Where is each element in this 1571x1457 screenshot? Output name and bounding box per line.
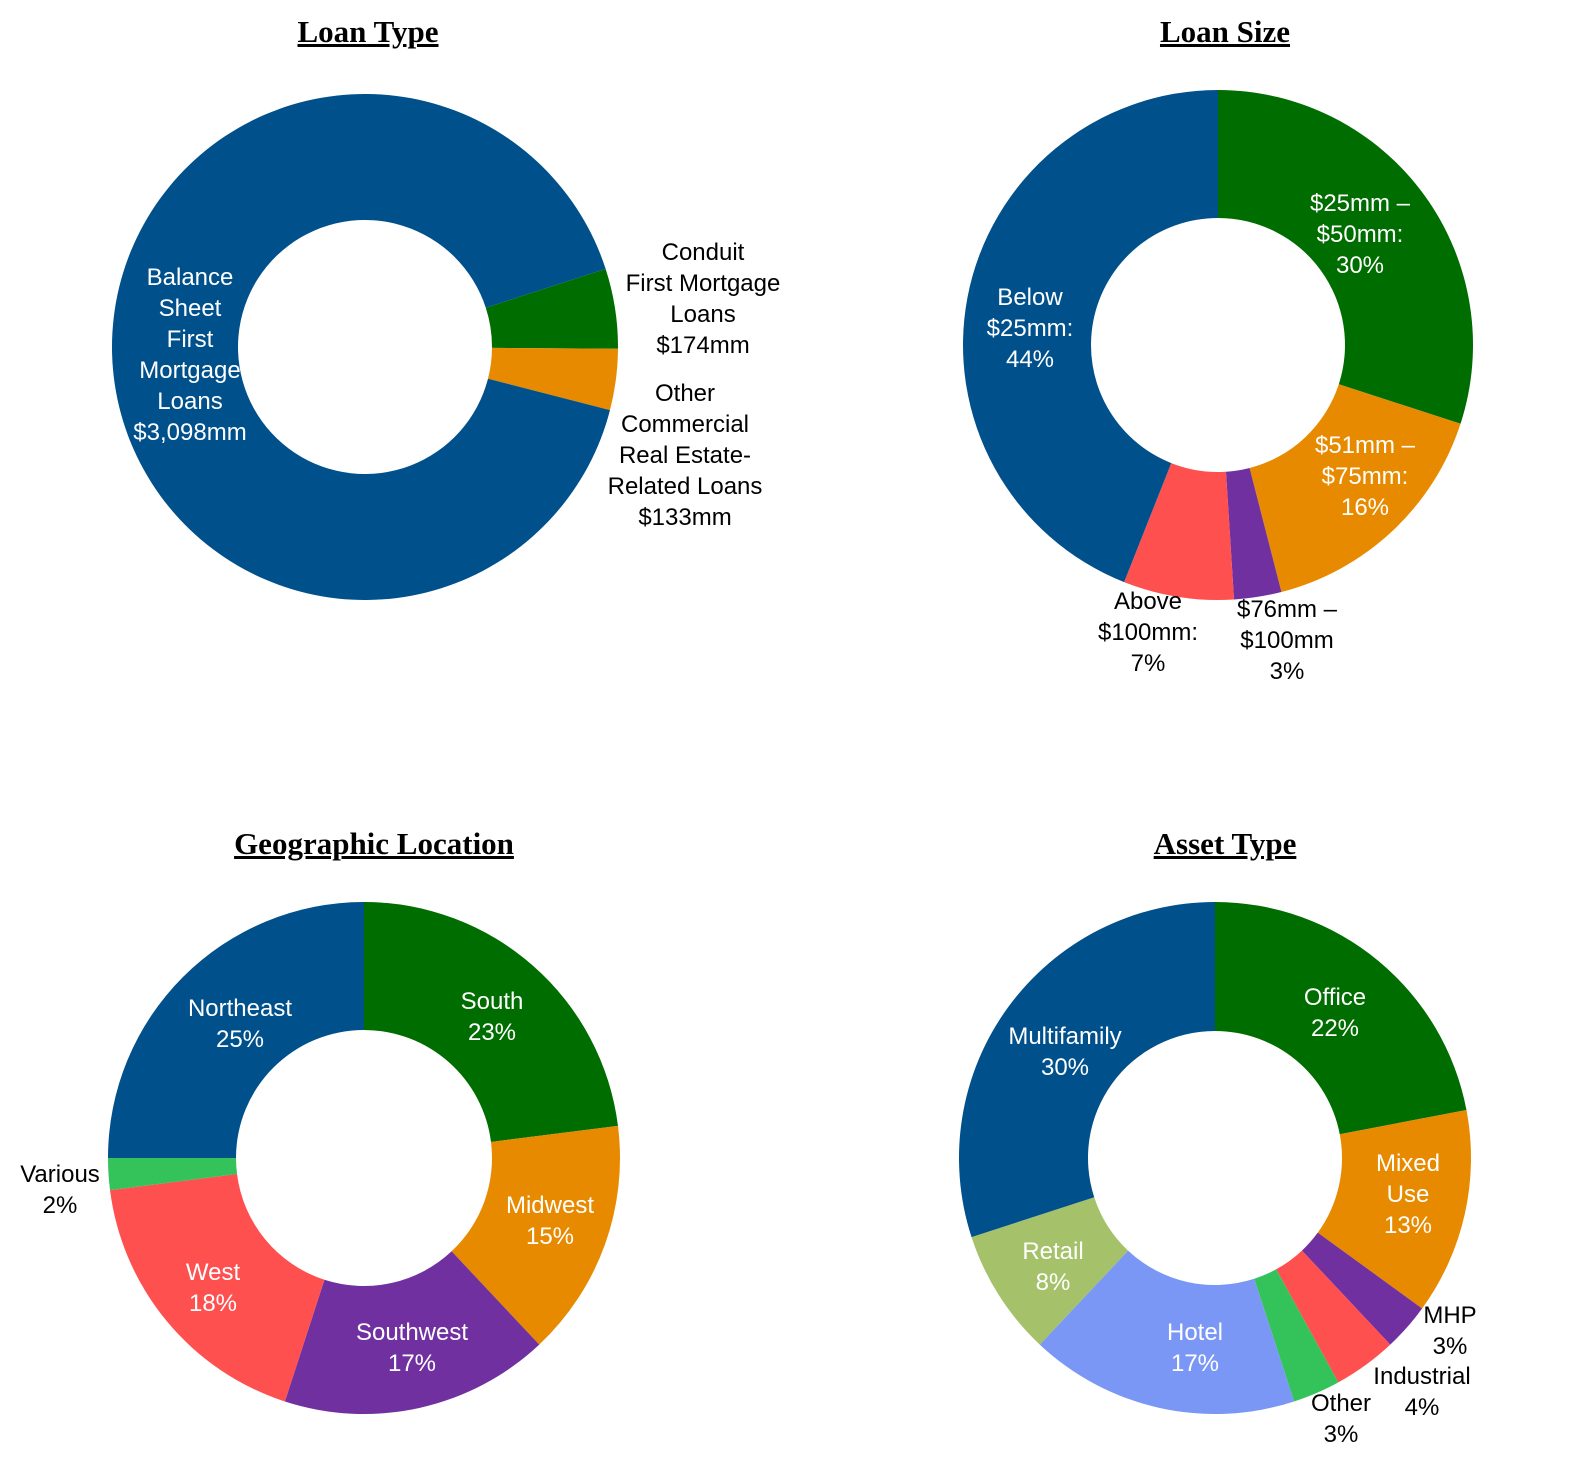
category-label: $51mm – $75mm: bbox=[1314, 432, 1416, 490]
segment-label: West 18% bbox=[186, 1257, 240, 1319]
value-label: 44% bbox=[1005, 346, 1055, 373]
category-label: Other bbox=[1310, 1390, 1372, 1417]
value-label: 4% bbox=[1404, 1394, 1440, 1421]
donut-segment bbox=[451, 1125, 621, 1345]
value-label: 2% bbox=[42, 1192, 78, 1219]
value-label: 7% bbox=[1130, 650, 1166, 677]
segment-label: $76mm – $100mm 3% bbox=[1237, 594, 1337, 687]
category-label: Hotel bbox=[1166, 1319, 1224, 1346]
donut-segment bbox=[1301, 1232, 1423, 1345]
segment-label: South 23% bbox=[461, 986, 524, 1048]
donut-segment bbox=[1254, 1269, 1339, 1402]
category-label: Retail bbox=[1022, 1238, 1084, 1265]
donut-segment bbox=[485, 268, 618, 349]
segment-label: Northeast 25% bbox=[188, 993, 292, 1055]
donut-segment bbox=[108, 1158, 238, 1191]
segment-label: Industrial 4% bbox=[1373, 1361, 1470, 1423]
category-label: Northeast bbox=[187, 995, 293, 1022]
category-label: South bbox=[460, 988, 524, 1015]
segment-label: Other 3% bbox=[1311, 1388, 1371, 1450]
donut-segment bbox=[1124, 463, 1235, 600]
donut-segment bbox=[284, 1251, 540, 1414]
segment-label: Midwest 15% bbox=[506, 1190, 594, 1252]
segment-label: Multifamily 30% bbox=[1008, 1021, 1121, 1083]
donut-segment bbox=[1276, 1250, 1391, 1383]
chart-title: Loan Size bbox=[1159, 14, 1291, 49]
category-label: $76mm – $100mm bbox=[1236, 596, 1338, 654]
donut-segment bbox=[1317, 1110, 1472, 1309]
donut-segment bbox=[1039, 1250, 1295, 1414]
donut-segment bbox=[1225, 468, 1282, 600]
segment-label: Retail 8% bbox=[1022, 1236, 1083, 1298]
donut-segment bbox=[364, 902, 618, 1142]
value-label: 3% bbox=[1323, 1421, 1359, 1448]
value-label: $174mm bbox=[656, 332, 750, 359]
category-label: Below $25mm: bbox=[986, 284, 1074, 342]
category-label: Various bbox=[20, 1161, 100, 1188]
category-label: Mixed Use bbox=[1375, 1150, 1441, 1208]
category-label: Multifamily bbox=[1008, 1023, 1122, 1050]
value-label: 3% bbox=[1269, 658, 1305, 685]
segment-label: Conduit First Mortgage Loans $174mm bbox=[626, 237, 781, 361]
donut-segment bbox=[110, 1174, 325, 1402]
segment-label: Below $25mm: 44% bbox=[987, 282, 1074, 375]
category-label: Office bbox=[1303, 984, 1367, 1011]
value-label: $133mm bbox=[638, 504, 732, 531]
category-label: Conduit First Mortgage Loans bbox=[625, 239, 781, 328]
segment-label: Mixed Use 13% bbox=[1376, 1148, 1440, 1241]
chart-title: Geographic Location bbox=[234, 826, 514, 861]
value-label: 23% bbox=[467, 1019, 517, 1046]
value-label: 3% bbox=[1432, 1333, 1468, 1360]
value-label: 8% bbox=[1035, 1269, 1071, 1296]
segment-label: Hotel 17% bbox=[1167, 1317, 1223, 1379]
donut-segment bbox=[112, 93, 610, 600]
segment-label: Office 22% bbox=[1304, 982, 1366, 1044]
category-label: Southwest bbox=[355, 1319, 469, 1346]
segment-label: Balance Sheet First Mortgage Loans $3,098… bbox=[133, 262, 246, 448]
segment-label: Other Commercial Real Estate- Related Lo… bbox=[608, 378, 763, 533]
segment-label: $51mm – $75mm: 16% bbox=[1315, 430, 1415, 523]
donut-segment bbox=[108, 902, 364, 1158]
category-label: MHP bbox=[1423, 1302, 1477, 1329]
segment-label: Above $100mm: 7% bbox=[1098, 586, 1198, 679]
value-label: 17% bbox=[1170, 1350, 1220, 1377]
donut-segment bbox=[959, 902, 1215, 1238]
donut-segment bbox=[487, 347, 618, 411]
donut-segment bbox=[1215, 902, 1467, 1135]
category-label: $25mm – $50mm: bbox=[1309, 190, 1411, 248]
category-label: Balance Sheet First Mortgage Loans bbox=[139, 264, 241, 415]
value-label: 25% bbox=[215, 1026, 265, 1053]
segment-label: Southwest 17% bbox=[356, 1317, 468, 1379]
chart-title: Asset Type bbox=[1153, 826, 1297, 861]
donut-segment bbox=[1218, 90, 1474, 424]
value-label: 30% bbox=[1040, 1054, 1090, 1081]
category-label: Midwest bbox=[505, 1192, 595, 1219]
value-label: 13% bbox=[1383, 1212, 1433, 1239]
value-label: 17% bbox=[387, 1350, 437, 1377]
value-label: $3,098mm bbox=[133, 419, 247, 446]
value-label: 18% bbox=[188, 1290, 238, 1317]
segment-label: $25mm – $50mm: 30% bbox=[1310, 188, 1410, 281]
category-label: Industrial bbox=[1373, 1363, 1471, 1390]
value-label: 30% bbox=[1335, 252, 1385, 279]
segment-label: Various 2% bbox=[20, 1159, 100, 1221]
category-label: West bbox=[185, 1259, 241, 1286]
chart-title: Loan Type bbox=[297, 14, 439, 49]
category-label: Above $100mm: bbox=[1097, 588, 1199, 646]
donut-segment bbox=[971, 1197, 1129, 1345]
donut-segment bbox=[963, 90, 1218, 583]
segment-label: MHP 3% bbox=[1423, 1300, 1476, 1362]
value-label: 15% bbox=[525, 1223, 575, 1250]
donut-segment bbox=[1249, 384, 1461, 592]
category-label: Other Commercial Real Estate- Related Lo… bbox=[607, 380, 763, 500]
value-label: 22% bbox=[1310, 1015, 1360, 1042]
value-label: 16% bbox=[1340, 494, 1390, 521]
